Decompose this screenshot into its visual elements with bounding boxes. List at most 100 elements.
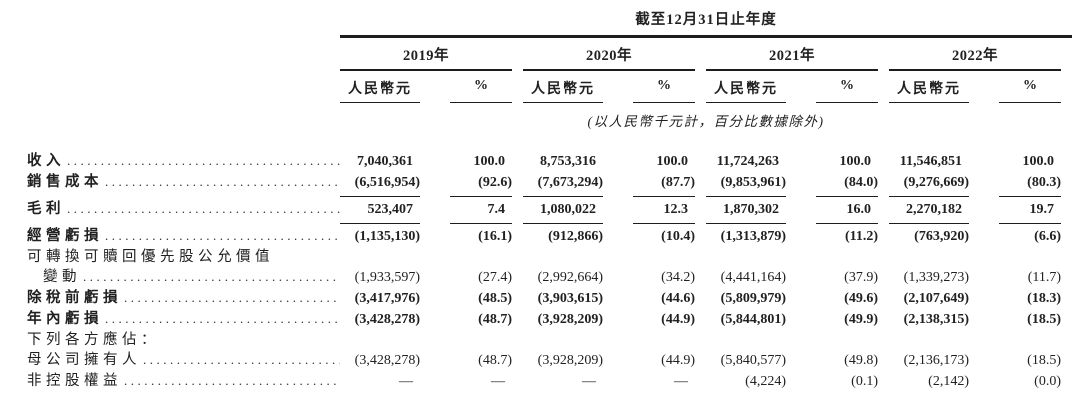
value-cell: 12.3 bbox=[663, 202, 689, 217]
table-row: 收入 7,040,361 100.0 8,753,316 100.0 11,724,263… bbox=[27, 151, 1080, 172]
row-label: 下列各方應佔： bbox=[27, 332, 160, 348]
value-cell: (18.3) bbox=[1027, 291, 1061, 306]
value-cell: (1,933,597) bbox=[354, 270, 420, 285]
dot-leader bbox=[141, 350, 340, 370]
value-cell: (44.9) bbox=[661, 353, 695, 368]
value-cell: 7,040,361 bbox=[357, 154, 413, 169]
year-header-row: 2019年 2020年 2021年 2022年 bbox=[27, 44, 1080, 71]
value-cell: (37.9) bbox=[844, 270, 878, 285]
year-header: 2022年 bbox=[889, 44, 1061, 71]
value-cell: (48.5) bbox=[478, 291, 512, 306]
value-cell: (80.3) bbox=[1027, 175, 1061, 190]
percent-col-header: % bbox=[450, 78, 512, 103]
table-row: 變動 (1,933,597) (27.4) (2,992,664) (34.2) (4,4… bbox=[27, 267, 1080, 288]
value-cell: (5,844,801) bbox=[720, 312, 786, 327]
value-cell: (49.8) bbox=[844, 353, 878, 368]
table-row: 母公司擁有人 (3,428,278) (48.7) (3,928,209) (44.9)… bbox=[27, 350, 1080, 371]
value-cell: (9,276,669) bbox=[903, 175, 969, 190]
value-cell: (5,840,577) bbox=[720, 353, 786, 368]
dot-leader bbox=[65, 151, 340, 171]
row-label: 除稅前虧損 bbox=[27, 290, 122, 306]
value-cell: (1,339,273) bbox=[903, 270, 969, 285]
value-cell: (9,853,961) bbox=[720, 175, 786, 190]
value-cell: 100.0 bbox=[656, 154, 689, 169]
row-label: 變動 bbox=[43, 269, 81, 285]
value-cell: (912,866) bbox=[548, 229, 603, 244]
value-cell: (2,142) bbox=[928, 374, 969, 389]
value-cell: — bbox=[399, 374, 413, 389]
value-cell: (27.4) bbox=[478, 270, 512, 285]
value-cell: (6.6) bbox=[1034, 229, 1061, 244]
value-cell: (87.7) bbox=[661, 175, 695, 190]
value-cell: 16.0 bbox=[846, 202, 872, 217]
value-cell: (4,441,164) bbox=[720, 270, 786, 285]
year-header: 2021年 bbox=[706, 44, 878, 71]
row-label: 收入 bbox=[27, 153, 65, 169]
value-cell: — bbox=[582, 374, 596, 389]
value-cell: 7.4 bbox=[487, 202, 506, 217]
year-header: 2019年 bbox=[340, 44, 512, 71]
label-column-spacer bbox=[27, 44, 340, 71]
value-cell: (2,107,649) bbox=[903, 291, 969, 306]
dot-leader bbox=[81, 267, 340, 287]
value-cell: 1,080,022 bbox=[540, 202, 596, 217]
value-cell: (10.4) bbox=[661, 229, 695, 244]
table-row: 經營虧損 (1,135,130) (16.1) (912,866) (10.4) (1,3… bbox=[27, 226, 1080, 247]
value-cell: (44.9) bbox=[661, 312, 695, 327]
table-period-title: 截至12月31日止年度 bbox=[635, 12, 777, 28]
units-note: (以人民幣千元計，百分比數據除外) bbox=[587, 114, 825, 129]
value-cell: 100.0 bbox=[1022, 154, 1055, 169]
value-cell: (7,673,294) bbox=[537, 175, 603, 190]
table-row: 銷售成本 (6,516,954) (92.6) (7,673,294) (87.7) (9… bbox=[27, 172, 1080, 193]
dot-leader bbox=[103, 309, 340, 329]
rule-line bbox=[27, 220, 1080, 226]
value-cell: (44.6) bbox=[661, 291, 695, 306]
value-cell: (3,928,209) bbox=[537, 312, 603, 327]
value-cell: 2,270,182 bbox=[906, 202, 962, 217]
value-cell: 1,870,302 bbox=[723, 202, 779, 217]
dot-leader bbox=[103, 172, 340, 192]
value-cell: — bbox=[491, 374, 505, 389]
row-label: 毛利 bbox=[27, 201, 65, 217]
table-row: 下列各方應佔： bbox=[27, 330, 1080, 350]
value-cell: 19.7 bbox=[1029, 202, 1055, 217]
value-cell: (18.5) bbox=[1027, 353, 1061, 368]
value-cell: (49.9) bbox=[844, 312, 878, 327]
dot-leader bbox=[65, 199, 340, 219]
percent-col-header: % bbox=[816, 78, 878, 103]
percent-col-header: % bbox=[999, 78, 1061, 103]
value-cell: (16.1) bbox=[478, 229, 512, 244]
row-label: 可轉換可贖回優先股公允價值 bbox=[27, 249, 274, 265]
title-rule bbox=[340, 35, 1072, 38]
rule-line bbox=[27, 193, 1080, 199]
label-column-spacer bbox=[27, 78, 340, 103]
value-cell: (34.2) bbox=[661, 270, 695, 285]
value-cell: 100.0 bbox=[473, 154, 506, 169]
value-cell: (0.1) bbox=[851, 374, 878, 389]
value-cell: (4,224) bbox=[745, 374, 786, 389]
dot-leader bbox=[122, 288, 340, 308]
value-cell: 11,724,263 bbox=[716, 154, 779, 169]
value-cell: (3,928,209) bbox=[537, 353, 603, 368]
table-row: 毛利 523,407 7.4 1,080,022 12.3 1,870,302 16.0 2,… bbox=[27, 199, 1080, 220]
value-cell: — bbox=[674, 374, 688, 389]
currency-col-header: 人民幣元 bbox=[889, 78, 969, 103]
currency-col-header: 人民幣元 bbox=[523, 78, 603, 103]
dot-leader bbox=[122, 371, 340, 391]
value-cell: (18.5) bbox=[1027, 312, 1061, 327]
currency-col-header: 人民幣元 bbox=[706, 78, 786, 103]
value-cell: (3,428,278) bbox=[354, 353, 420, 368]
dot-leader bbox=[103, 226, 340, 246]
value-cell: (92.6) bbox=[478, 175, 512, 190]
row-label: 銷售成本 bbox=[27, 174, 103, 190]
value-cell: (0.0) bbox=[1034, 374, 1061, 389]
value-cell: (6,516,954) bbox=[354, 175, 420, 190]
value-cell: (2,138,315) bbox=[903, 312, 969, 327]
row-label: 年內虧損 bbox=[27, 311, 103, 327]
value-cell: (1,135,130) bbox=[354, 229, 420, 244]
subcolumn-header-row: 人民幣元 % 人民幣元 % 人民幣元 % 人民幣元 % bbox=[27, 78, 1080, 103]
table-row: 可轉換可贖回優先股公允價值 bbox=[27, 247, 1080, 267]
value-cell: (5,809,979) bbox=[720, 291, 786, 306]
value-cell: 11,546,851 bbox=[899, 154, 962, 169]
